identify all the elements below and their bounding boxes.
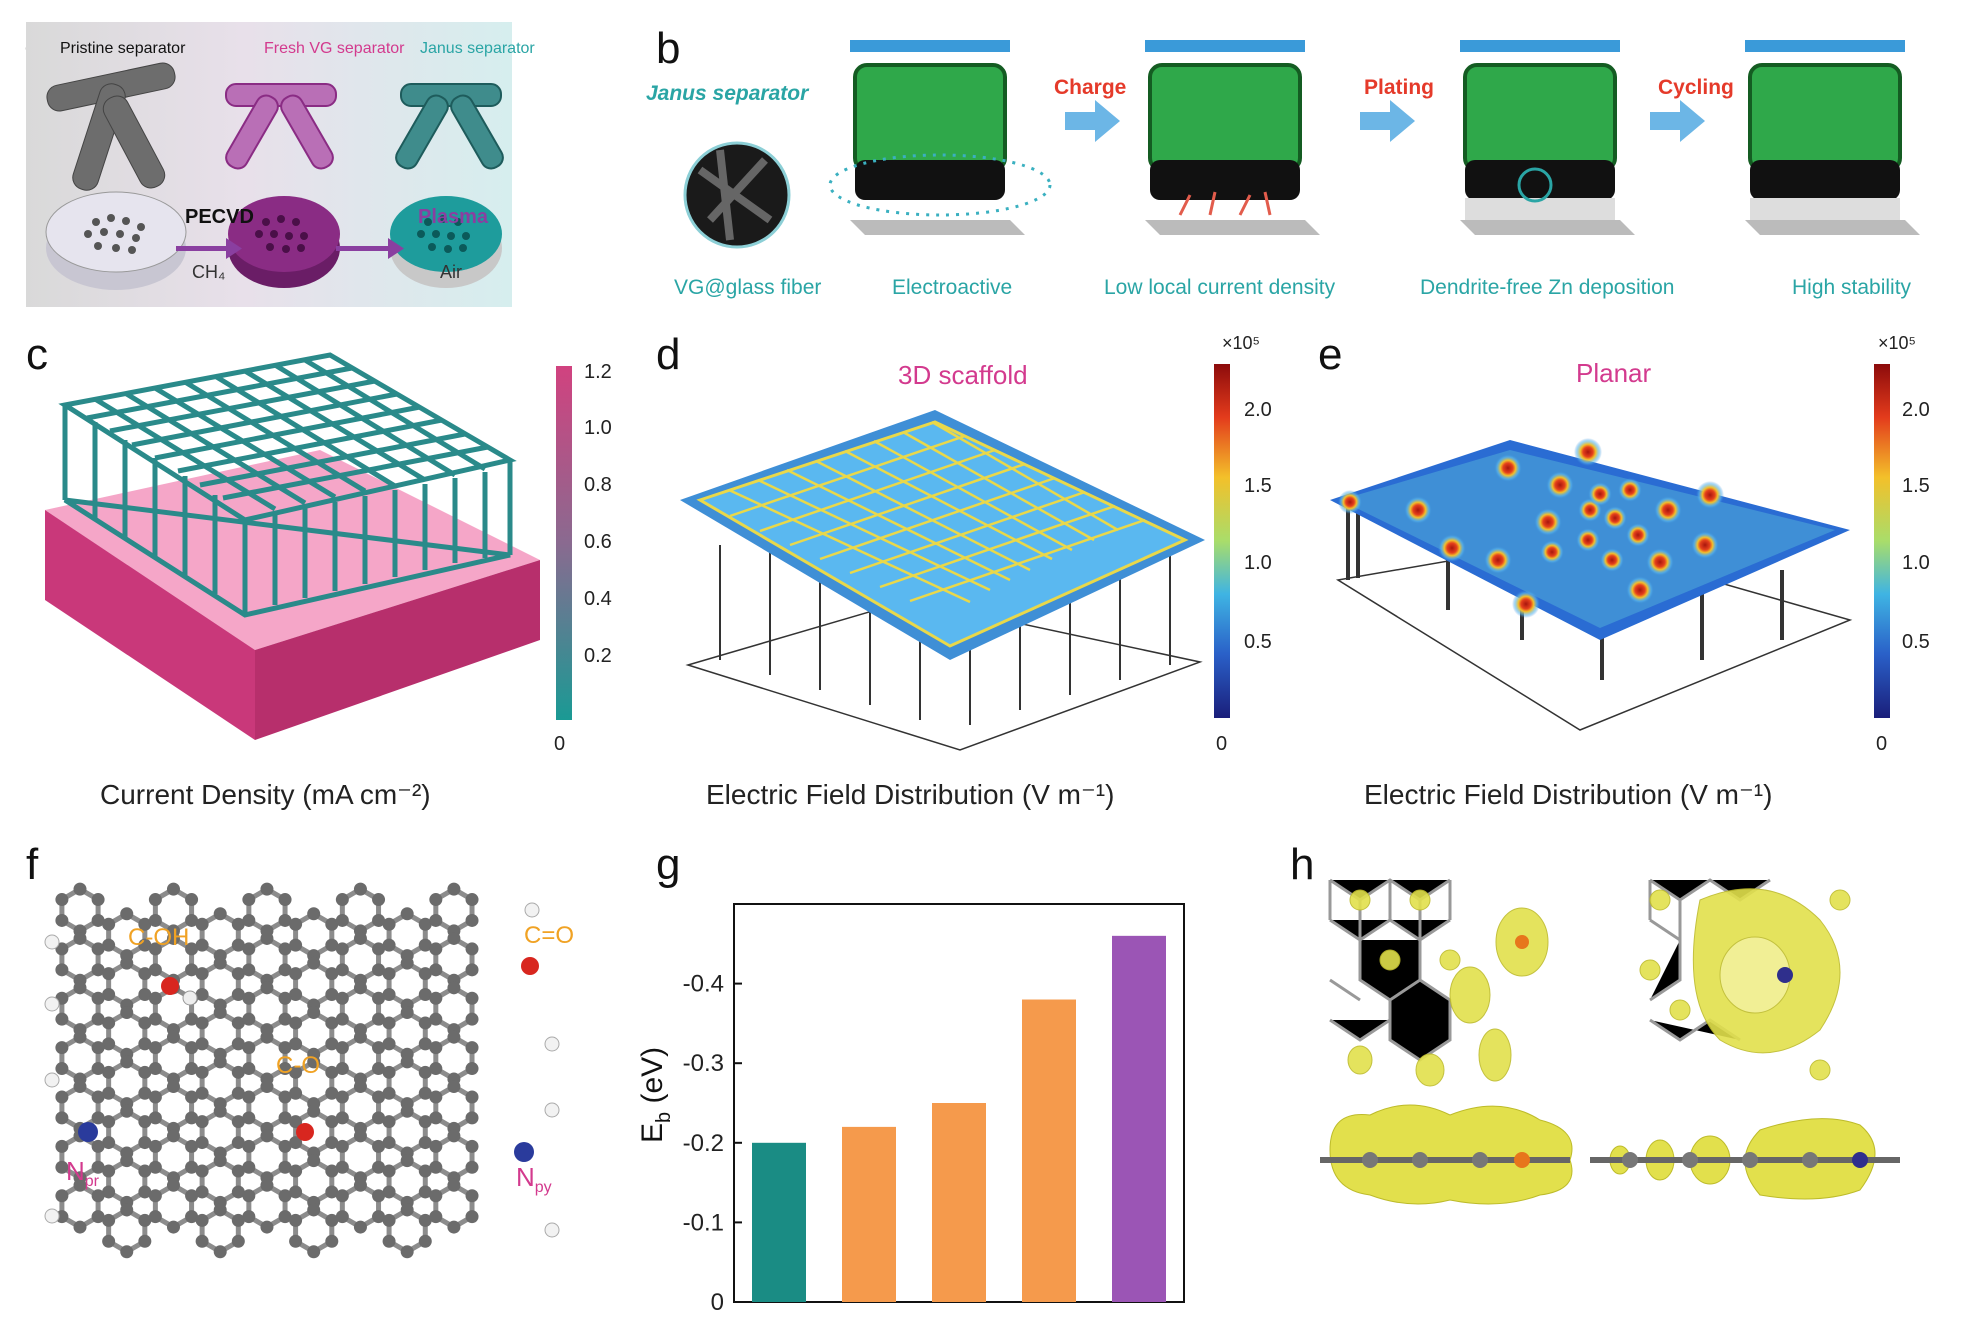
multiplier-e: ×10⁵ — [1878, 333, 1916, 353]
y-tick-label: -0.1 — [683, 1209, 724, 1236]
caption-low-current-density: Low local current density — [1104, 276, 1336, 299]
panel-d-field-map — [680, 410, 1205, 751]
janus-fibers — [395, 83, 504, 170]
caption-electric-field-d: Electric Field Distribution (V m⁻¹) — [706, 779, 1115, 810]
label-c-o: C-O — [276, 1052, 320, 1079]
panel-c-scaffold — [45, 352, 540, 740]
label-pristine-separator: Pristine separator — [60, 40, 186, 57]
step-plasma-label: Plasma — [418, 206, 489, 228]
tick-e-1-0: 1.0 — [1902, 552, 1930, 574]
label-c-oh: C-OH — [128, 924, 190, 951]
oxygen-atom-coh — [161, 977, 179, 995]
tick-c-0-8: 0.8 — [584, 474, 612, 496]
tick-d-0-5: 0.5 — [1244, 631, 1272, 653]
nitrogen-atom-npy — [514, 1142, 534, 1162]
bar-2 — [842, 1126, 896, 1302]
tick-e-0: 0 — [1876, 733, 1888, 755]
pristine-fibers — [46, 62, 176, 191]
stack-2 — [1145, 40, 1320, 235]
arrow-plating-icon — [1360, 100, 1415, 142]
stack-4 — [1745, 40, 1920, 235]
step-plasma-sub: Air — [440, 262, 462, 282]
panel-e-field-map — [1330, 438, 1853, 731]
tick-c-1-2: 1.2 — [584, 361, 612, 383]
stack-1 — [828, 40, 1052, 235]
tick-c-1-0: 1.0 — [584, 417, 612, 439]
tick-d-0: 0 — [1216, 733, 1228, 755]
multiplier-d: ×10⁵ — [1222, 333, 1260, 353]
janus-separator-title: Janus separator — [646, 82, 809, 105]
panel-letter-f: f — [26, 840, 39, 889]
caption-dendrite-free: Dendrite-free Zn deposition — [1420, 276, 1675, 299]
arrow-pecvd-icon — [176, 238, 242, 259]
colorbar-c — [556, 366, 572, 720]
label-fresh-vg-separator: Fresh VG separator — [264, 40, 405, 57]
tick-c-0-2: 0.2 — [584, 645, 612, 667]
tick-d-1-5: 1.5 — [1244, 475, 1272, 497]
fresh-vg-fibers — [225, 83, 337, 170]
label-c-double-o: C=O — [524, 922, 575, 949]
nitrogen-atom-npr — [78, 1122, 98, 1142]
panel-letter-h: h — [1290, 840, 1315, 889]
step-pecvd-sub: CH₄ — [192, 262, 226, 282]
tick-c-0-6: 0.6 — [584, 531, 612, 553]
y-tick-label: 0 — [711, 1289, 724, 1316]
bar-4 — [1022, 999, 1076, 1302]
tick-c-0: 0 — [554, 733, 566, 755]
step-pecvd-label: PECVD — [185, 206, 254, 228]
bar-1 — [752, 1142, 806, 1302]
caption-current-density: Current Density (mA cm⁻²) — [100, 779, 431, 810]
colorbar-d — [1214, 364, 1230, 718]
arrow-cycling-icon — [1650, 100, 1705, 142]
panel-letter-d: d — [656, 330, 681, 379]
tick-d-2-0: 2.0 — [1244, 399, 1272, 421]
arrow-plasma-icon — [336, 238, 404, 259]
caption-vg-glass-fiber: VG@glass fiber — [674, 276, 822, 299]
arrow-label-cycling: Cycling — [1658, 76, 1734, 99]
arrow-label-plating: Plating — [1364, 76, 1435, 99]
bar-3 — [932, 1103, 986, 1302]
title-3d-scaffold: 3D scaffold — [898, 360, 1028, 390]
oxygen-atom-co — [296, 1123, 314, 1141]
graphene-lattice — [44, 882, 560, 1259]
panel-letter-c: c — [26, 330, 48, 379]
arrow-label-charge: Charge — [1054, 76, 1127, 99]
y-tick-label: -0.4 — [683, 971, 724, 998]
label-n-py: Npy — [516, 1162, 552, 1197]
caption-electroactive: Electroactive — [892, 276, 1013, 299]
caption-high-stability: High stability — [1792, 276, 1912, 299]
tick-e-2-0: 2.0 — [1902, 399, 1930, 421]
tick-d-1-0: 1.0 — [1244, 552, 1272, 574]
label-janus-separator: Janus separator — [420, 40, 535, 57]
bar-5 — [1112, 935, 1166, 1302]
oxygen-atom-co-edge — [521, 957, 539, 975]
panel-letter-b: b — [656, 24, 681, 73]
panel-letter-e: e — [1318, 330, 1343, 379]
arrow-charge-icon — [1065, 100, 1120, 142]
label-n-pr: Npr — [66, 1156, 100, 1191]
panel-letter-g: g — [656, 840, 681, 889]
colorbar-e — [1874, 364, 1890, 718]
tick-e-0-5: 0.5 — [1902, 631, 1930, 653]
panel-a-illustration — [26, 22, 512, 307]
y-tick-label: -0.2 — [683, 1130, 724, 1157]
eb-bar-chart: 0-0.1-0.2-0.3-0.4PristineC-OC-OHC=ONprEb… — [636, 903, 1185, 1316]
tick-c-0-4: 0.4 — [584, 588, 612, 610]
y-tick-label: -0.3 — [683, 1050, 724, 1077]
panel-b-illustration — [683, 40, 1920, 249]
title-planar: Planar — [1576, 358, 1652, 388]
y-axis-label: Eb (eV) — [636, 1047, 675, 1143]
tick-e-1-5: 1.5 — [1902, 475, 1930, 497]
panel-h-charge-density — [1320, 878, 1900, 1205]
stack-3 — [1460, 40, 1635, 235]
caption-electric-field-e: Electric Field Distribution (V m⁻¹) — [1364, 779, 1773, 810]
